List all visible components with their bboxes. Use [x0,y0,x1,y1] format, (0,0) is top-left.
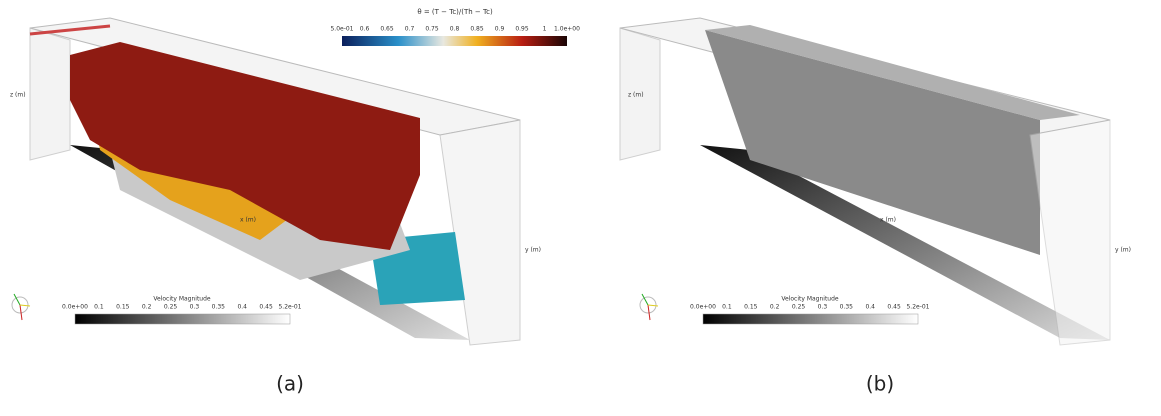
axis-title: z (m) [628,92,644,99]
colorbar-tick-label: 5.2e-01 [278,304,301,311]
box-frame [29,27,71,161]
colorbar-title: Velocity Magnitude [781,296,839,303]
triad [647,304,659,307]
colorbar-tick-label: 0.15 [744,304,758,311]
triad [19,304,23,321]
colorbar-tick-label: 0.45 [887,304,901,311]
triad [19,304,31,307]
triad [11,296,29,314]
axis-title: y (m) [1115,247,1131,254]
box-frame [1029,119,1111,346]
colorbar-tick-label: 0.7 [405,26,415,33]
colorbar-tick-label: 5.0e-01 [330,26,353,33]
colorbar-title: Velocity Magnitude [153,296,211,303]
colorbar-tick-label: 0.1 [722,304,732,311]
colorbar-tick-label: 0.0e+00 [62,304,88,311]
triad [13,293,21,306]
colorbar-tick-label: 0.8 [450,26,460,33]
colorbar-tick-label: 1 [543,26,547,33]
triad [639,296,657,314]
colorbar-tick-label: 0.45 [259,304,273,311]
colorbar-title: θ = (T − Tc)/(Th − Tc) [417,8,493,16]
colorbar-tick-label: 0.25 [792,304,806,311]
volume [705,30,1040,255]
colorbar-tick-label: 0.2 [142,304,152,311]
colorbar-tick-label: 0.15 [116,304,130,311]
colorbar-tick-label: 0.3 [818,304,828,311]
colorbar-tick-label: 0.35 [840,304,854,311]
box-frame [619,27,661,161]
axis-title: z (m) [10,92,26,99]
colorbar-tick-label: 0.9 [495,26,505,33]
colorbar-tick-label: 1.0e+00 [554,26,580,33]
floor [700,145,1110,340]
colorbar [702,313,919,325]
volume [705,25,1080,120]
axis-title: x (m) [240,217,256,224]
colorbar-tick-label: 0.35 [212,304,226,311]
inlet [29,24,111,36]
colorbar-tick-label: 0.4 [237,304,247,311]
axis-title: y (m) [525,247,541,254]
colorbar-tick-label: 0.3 [190,304,200,311]
axis-title: x (m) [880,217,896,224]
triad [647,304,651,321]
colorbar-tick-label: 0.25 [164,304,178,311]
colorbar [74,313,291,325]
panel-label: (b) [866,372,894,396]
colorbar-tick-label: 0.1 [94,304,104,311]
colorbar-tick-label: 0.85 [470,26,484,33]
colorbar-tick-label: 0.95 [515,26,529,33]
triad [641,293,649,306]
colorbar-tick-label: 5.2e-01 [906,304,929,311]
hot-plume [70,42,420,250]
colorbar-tick-label: 0.75 [425,26,439,33]
colorbar-tick-label: 0.4 [865,304,875,311]
colorbar-tick-label: 0.2 [770,304,780,311]
colorbar [342,36,567,46]
colorbar-tick-label: 0.65 [380,26,394,33]
panel-label: (a) [276,372,304,396]
panel-a: θ = (T − Tc)/(Th − Tc) Velocity Magnitud… [10,8,567,396]
colorbar-tick-label: 0.6 [360,26,370,33]
colorbar-tick-label: 0.0e+00 [690,304,716,311]
panel-b: Velocity Magnitude z (m) y (m) x (m) (b) [619,17,1131,396]
